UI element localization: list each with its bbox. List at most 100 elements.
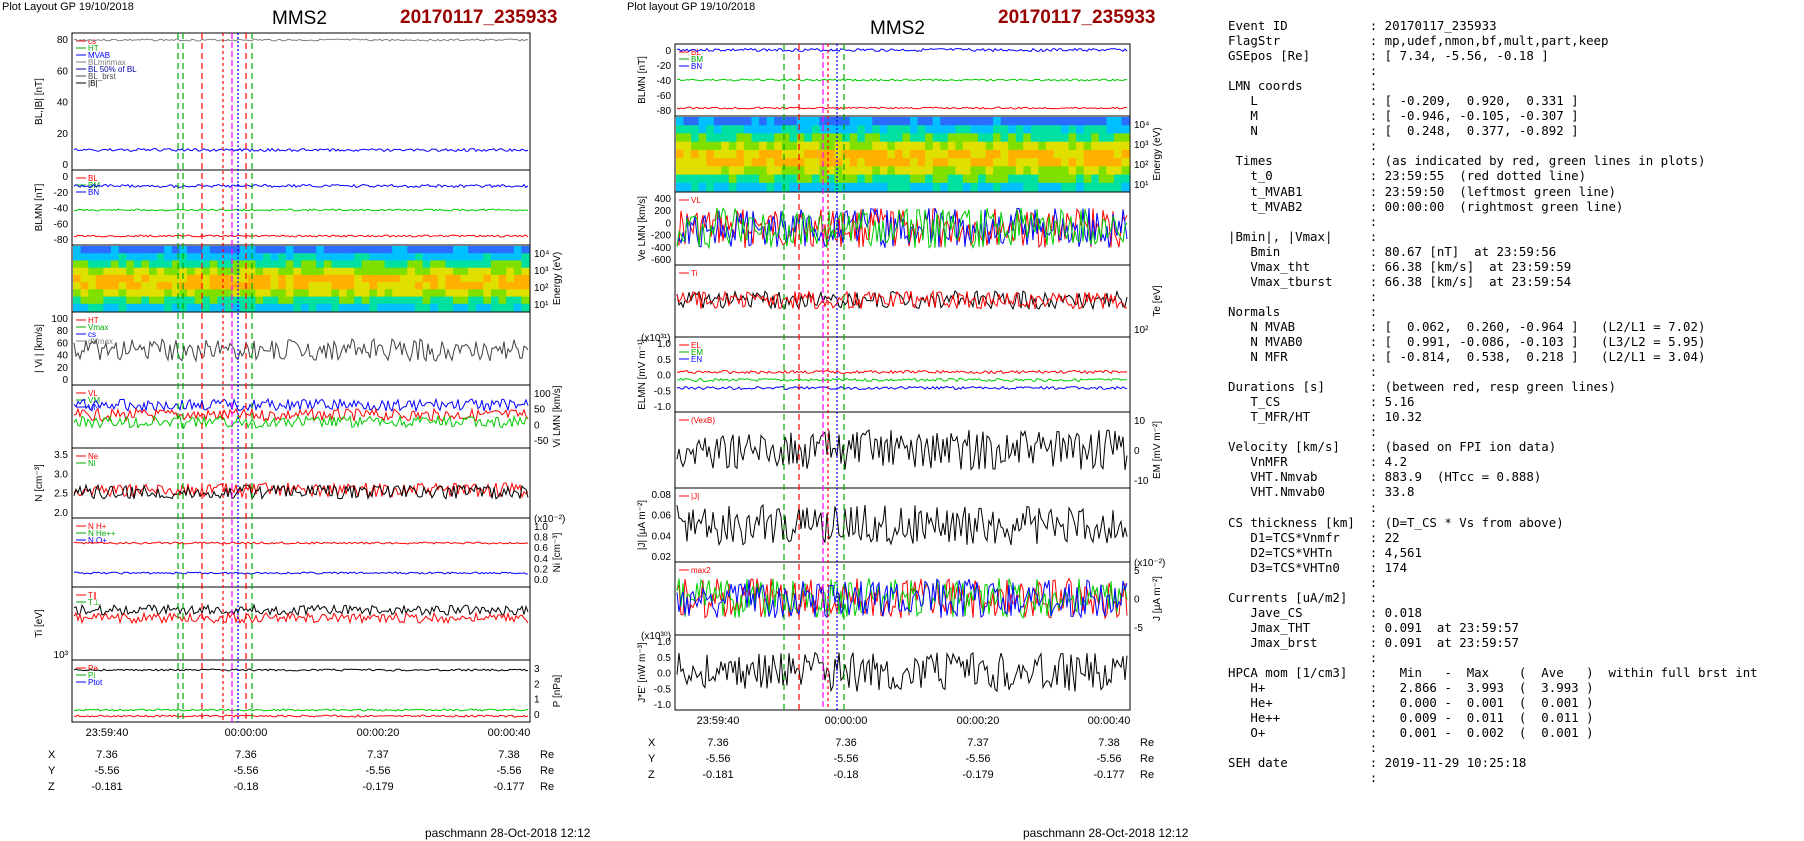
spectrogram-cell: [849, 182, 858, 192]
spectrogram-cell: [1023, 174, 1032, 184]
spectrogram-cell: [278, 282, 287, 290]
spectrogram-cell: [932, 133, 941, 143]
spectrogram-cell: [683, 174, 692, 184]
spectrogram-cell: [361, 282, 370, 290]
coord-value: -5.56: [496, 765, 521, 777]
spectrogram-cell: [962, 133, 971, 143]
spectrogram-cell: [1030, 182, 1039, 192]
summary-line: Bmin : 80.67 [nT] at 23:59:56: [1228, 243, 1557, 259]
spectrogram-cell: [285, 296, 294, 305]
spectrogram-cell: [171, 282, 180, 290]
y-tick-label: -1.0: [654, 700, 672, 711]
spectrogram-cell: [910, 174, 919, 184]
spectrogram-cell: [706, 133, 715, 143]
spectrogram-cell: [118, 296, 127, 305]
series-line: [73, 397, 529, 413]
spectrogram-cell: [774, 149, 783, 159]
spectrogram-cell: [683, 125, 692, 134]
spectrogram-cell: [902, 149, 911, 159]
legend-entry: cs: [88, 37, 96, 46]
spectrogram-cell: [247, 267, 256, 276]
spectrogram-cell: [187, 289, 196, 297]
left-plot-header: Plot Layout GP 19/10/2018: [2, 1, 134, 13]
coord-value: 7.36: [707, 737, 728, 749]
spectrogram-cell: [676, 149, 685, 159]
spectrogram-cell: [789, 133, 798, 143]
spectrogram-cell: [156, 289, 165, 297]
spectrogram-cell: [156, 246, 165, 254]
spectrogram-cell: [872, 117, 881, 126]
spectrogram-cell: [1121, 174, 1130, 184]
spectrogram-cell: [759, 149, 768, 159]
spectrogram-cell: [263, 296, 272, 305]
spectrogram-cell: [156, 260, 165, 269]
spectrogram-cell: [1121, 149, 1130, 159]
spectrogram-cell: [834, 133, 843, 143]
spectrogram-cell: [103, 303, 112, 312]
spectrogram-cell: [774, 117, 783, 126]
spectrogram-cell: [453, 296, 462, 305]
summary-line: t_MVAB1 : 23:59:50 (leftmost green line): [1228, 183, 1616, 199]
spectrogram-cell: [377, 303, 386, 312]
spectrogram-cell: [736, 174, 745, 184]
spectrogram-cell: [80, 296, 89, 305]
spectrogram-cell: [346, 282, 355, 290]
summary-line: :: [1228, 138, 1378, 154]
spectrogram-cell: [415, 296, 424, 305]
summary-line: T_MFR/HT : 10.32: [1228, 409, 1422, 425]
spectrogram-cell: [932, 141, 941, 151]
spectrogram-cell: [141, 282, 150, 290]
spectrogram-cell: [111, 260, 120, 269]
spectrogram-cell: [1000, 141, 1009, 151]
spectrogram-cell: [834, 141, 843, 151]
spectrogram-cell: [993, 125, 1002, 134]
spectrogram-cell: [430, 267, 439, 276]
spectrogram-cell: [141, 303, 150, 312]
spectrogram-cell: [1038, 149, 1047, 159]
spectrogram-cell: [384, 282, 393, 290]
spectrogram-cell: [513, 260, 522, 269]
spectrogram-cell: [361, 267, 370, 276]
legend-entry: VM: [88, 396, 100, 405]
spectrogram-cell: [88, 267, 97, 276]
spectrogram-cell: [978, 158, 987, 167]
spectrogram-cell: [879, 166, 888, 175]
spectrogram-cell: [978, 141, 987, 151]
spectrogram-cell: [278, 274, 287, 283]
spectrogram-cell: [415, 303, 424, 312]
spectrogram-cell: [1083, 166, 1092, 175]
spectrogram-cell: [483, 282, 492, 290]
spectrogram-cell: [498, 267, 507, 276]
spectrogram-cell: [947, 166, 956, 175]
spectrogram-cell: [164, 246, 173, 254]
spectrogram-cell: [118, 282, 127, 290]
spectrogram-cell: [1098, 125, 1107, 134]
spectrogram-cell: [407, 253, 416, 261]
coord-row-label: X: [648, 737, 656, 749]
spectrogram-cell: [955, 125, 964, 134]
coord-value: -0.177: [493, 781, 524, 793]
spectrogram-cell: [978, 133, 987, 143]
y-tick-label: 0: [665, 218, 671, 229]
spectrogram-cell: [361, 289, 370, 297]
spectrogram-cell: [156, 267, 165, 276]
spectrogram-cell: [698, 182, 707, 192]
spectrogram-cell: [993, 166, 1002, 175]
spectrogram-cell: [970, 158, 979, 167]
spectrogram-cell: [955, 166, 964, 175]
spectrogram-cell: [506, 267, 515, 276]
spectrogram-cell: [445, 289, 454, 297]
spectrogram-cell: [721, 158, 730, 167]
series-line: [73, 714, 529, 718]
spectrogram-cell: [255, 267, 264, 276]
spectrogram-cell: [857, 141, 866, 151]
spectrogram-cell: [392, 253, 401, 261]
y-axis-label: BL,|B| [nT]: [34, 78, 45, 125]
spectrogram-cell: [1015, 174, 1024, 184]
right-spacecraft-title: MMS2: [870, 18, 925, 39]
spectrogram-cell: [475, 274, 484, 283]
spectrogram-cell: [1113, 182, 1122, 192]
spectrogram-cell: [1121, 166, 1130, 175]
spectrogram-cell: [932, 149, 941, 159]
y-tick-label: 0: [1134, 595, 1140, 606]
